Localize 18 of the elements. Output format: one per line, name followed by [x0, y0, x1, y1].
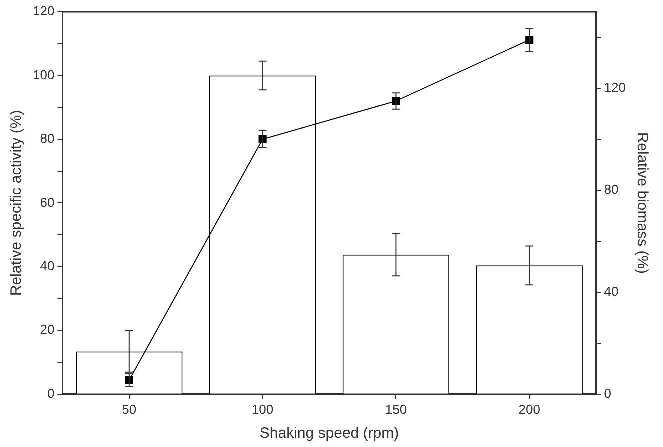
y2-axis-title: Relative biomass (%) — [634, 132, 651, 274]
y-tick-label: 80 — [40, 131, 55, 146]
y2-tick-label: 40 — [604, 284, 619, 300]
y-tick-label: 20 — [40, 322, 55, 338]
y-tick-label: 100 — [32, 67, 55, 82]
x-tick-label: 150 — [385, 402, 408, 417]
x-tick-label: 50 — [122, 402, 137, 417]
y2-tick-label: 80 — [604, 182, 619, 198]
y-axis-title: Relative specific activity (%) — [8, 110, 26, 296]
y-tick-label: 40 — [40, 258, 55, 274]
y-tick-label: 60 — [40, 194, 55, 210]
x-tick-label: 200 — [518, 402, 540, 417]
x-axis-title: Shaking speed (rpm) — [260, 425, 400, 442]
y-tick-label: 120 — [32, 4, 55, 19]
x-tick-label: 100 — [252, 402, 274, 417]
y2-tick-label: 0 — [604, 386, 612, 401]
y-tick-label: 0 — [47, 386, 55, 401]
y2-tick-label: 120 — [604, 80, 626, 96]
